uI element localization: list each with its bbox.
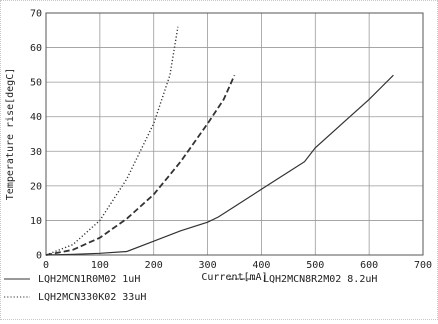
x-tick-label: 400 bbox=[252, 260, 270, 271]
tick-labels: 0 100 200 300 400 500 600 700 0 10 20 30 40 50 60 70 bbox=[30, 9, 432, 272]
y-axis-label: Temperature rise[degC] bbox=[5, 68, 16, 200]
y-tick-label: 40 bbox=[30, 112, 42, 123]
y-tick-label: 0 bbox=[36, 251, 42, 262]
legend-label-1: LQH2MCN1R0M02 1uH bbox=[38, 274, 140, 285]
series-line-2 bbox=[45, 74, 236, 256]
x-tick-label: 700 bbox=[414, 260, 432, 271]
x-tick-label: 200 bbox=[145, 260, 163, 271]
y-tick-label: 60 bbox=[30, 43, 42, 54]
x-axis-label: Current[mA] bbox=[201, 272, 267, 283]
axes bbox=[45, 12, 424, 256]
legend: LQH2MCN1R0M02 1uH LQH2MCN8R2M02 8.2uH LQH2… bbox=[4, 274, 377, 303]
y-tick-label: 70 bbox=[30, 9, 42, 20]
y-tick-label: 10 bbox=[30, 216, 42, 227]
y-tick-label: 30 bbox=[30, 147, 42, 158]
x-tick-label: 600 bbox=[360, 260, 378, 271]
x-tick-label: 100 bbox=[91, 260, 109, 271]
series-lines bbox=[45, 26, 394, 256]
y-tick-label: 20 bbox=[30, 181, 42, 192]
series-line-1 bbox=[45, 74, 394, 256]
legend-label-2: LQH2MCN8R2M02 8.2uH bbox=[263, 274, 377, 285]
x-tick-label: 0 bbox=[43, 260, 49, 271]
grid bbox=[46, 13, 423, 255]
x-tick-label: 500 bbox=[306, 260, 324, 271]
legend-label-3: LQH2MCN330K02 33uH bbox=[38, 292, 146, 303]
x-tick-label: 300 bbox=[199, 260, 217, 271]
plot-frame bbox=[45, 12, 424, 256]
y-tick-label: 50 bbox=[30, 78, 42, 89]
